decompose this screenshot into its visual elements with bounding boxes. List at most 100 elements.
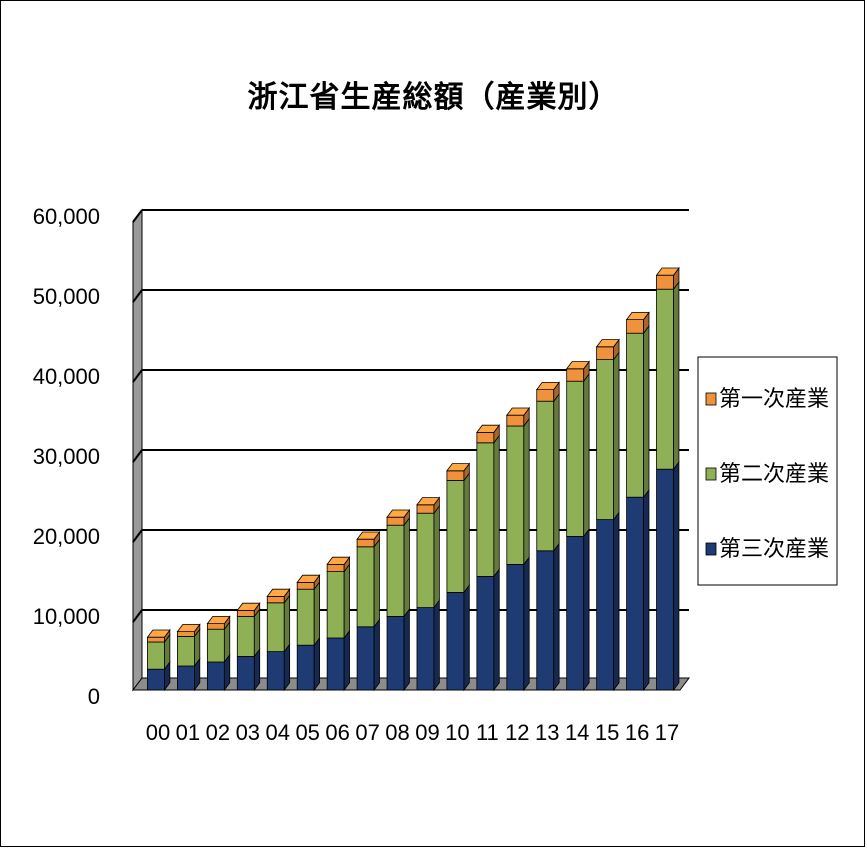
bar-top — [356, 531, 381, 540]
bar-top — [625, 311, 650, 321]
bar-front — [626, 332, 644, 498]
legend-box — [697, 356, 838, 586]
bar-side — [403, 516, 410, 618]
bar-front — [356, 626, 375, 691]
bar-segment — [266, 643, 291, 692]
bar-segment — [296, 574, 321, 591]
bar-front — [236, 656, 255, 691]
bar-side — [433, 504, 440, 609]
bar-front — [446, 479, 465, 593]
bar-side — [463, 584, 470, 692]
bar-top — [326, 556, 351, 565]
bar-side — [613, 351, 620, 521]
bar-segment — [596, 511, 620, 692]
bar-segment — [416, 496, 441, 515]
bar-segment — [566, 372, 590, 538]
bar-segment — [236, 602, 261, 618]
bar-segment — [506, 556, 530, 692]
bar-front — [326, 637, 345, 691]
x-tick-label: 05 — [295, 720, 319, 745]
bar-segment — [535, 381, 560, 403]
bar-side — [523, 417, 530, 566]
bar-segment — [356, 618, 380, 692]
y-tick-label: 40,000 — [33, 364, 100, 389]
bar-front — [177, 636, 195, 667]
bar-front — [206, 623, 225, 630]
bar-segment — [326, 556, 351, 573]
legend-swatch — [705, 542, 717, 556]
bar-side — [373, 538, 380, 628]
bar-front — [386, 516, 405, 526]
legend-swatch — [705, 467, 717, 481]
bar-segment — [176, 623, 201, 638]
bar-front — [476, 442, 495, 577]
x-tick-label: 00 — [146, 720, 170, 745]
bar-segment — [536, 392, 560, 552]
bar-front — [506, 425, 525, 565]
bar-front — [536, 550, 555, 691]
bar-side — [313, 636, 320, 692]
bar-front — [446, 592, 465, 691]
bar-top — [655, 267, 680, 276]
bar-side — [553, 392, 560, 552]
bars — [146, 266, 680, 692]
bar-side — [583, 528, 590, 692]
bar-front — [566, 368, 585, 382]
gridline-diag — [132, 449, 143, 463]
bar-segment — [656, 280, 680, 471]
y-axis-ticks: 0 10,000 20,000 30,000 40,000 50,000 60,000 — [33, 204, 100, 709]
legend-label: 第三次産業 — [719, 537, 829, 562]
bar-top — [176, 624, 201, 632]
y-tick-label: 20,000 — [33, 524, 100, 549]
bar-segment — [596, 351, 620, 521]
bar-side — [523, 556, 530, 692]
bar-segment — [446, 462, 471, 482]
bar-front — [566, 380, 585, 537]
x-tick-label: 11 — [476, 720, 499, 745]
x-tick-label: 10 — [445, 720, 469, 745]
bar-front — [476, 431, 495, 444]
bar-top — [416, 497, 441, 506]
bar-front — [536, 389, 555, 402]
bar-top — [146, 629, 171, 638]
bar-front — [266, 602, 285, 652]
bar-segment — [506, 406, 531, 428]
gridline-diag — [132, 369, 143, 383]
bar-segment — [656, 460, 680, 692]
bar-segment — [626, 488, 650, 692]
bar-segment — [446, 472, 470, 594]
gridline-diag — [132, 289, 143, 303]
bar-front — [566, 536, 585, 691]
bar-segment — [206, 615, 231, 631]
chart-title: 浙江省生産総額（産業別） — [247, 80, 620, 115]
bar-segment — [506, 417, 530, 566]
bar-segment — [416, 504, 440, 609]
bar-front — [506, 414, 525, 427]
bar-top — [386, 509, 411, 518]
bar-side — [493, 434, 500, 578]
bar-side — [463, 472, 470, 594]
bar-front — [296, 588, 315, 646]
bar-front — [236, 610, 255, 617]
x-axis-ticks: 00 01 02 03 04 05 06 07 08 09 10 11 12 13 14 15 16 17 — [146, 720, 680, 745]
bar-segment — [356, 538, 380, 628]
bar-front — [626, 319, 644, 334]
bar-front — [596, 359, 615, 521]
bar-top — [535, 381, 560, 391]
bar-front — [326, 571, 345, 639]
bar-side — [283, 643, 291, 692]
bar-front — [296, 582, 315, 590]
x-tick-label: 09 — [415, 720, 439, 745]
bar-front — [147, 668, 165, 691]
x-tick-label: 06 — [325, 720, 349, 745]
bar-side — [373, 618, 380, 692]
bar-top — [296, 574, 321, 583]
bar-segment — [446, 584, 470, 692]
bar-segment — [386, 608, 410, 692]
bar-front — [177, 631, 195, 637]
x-tick-label: 08 — [385, 720, 409, 745]
x-tick-label: 03 — [236, 720, 260, 745]
bar-segment — [147, 633, 171, 671]
bar-front — [386, 616, 405, 691]
